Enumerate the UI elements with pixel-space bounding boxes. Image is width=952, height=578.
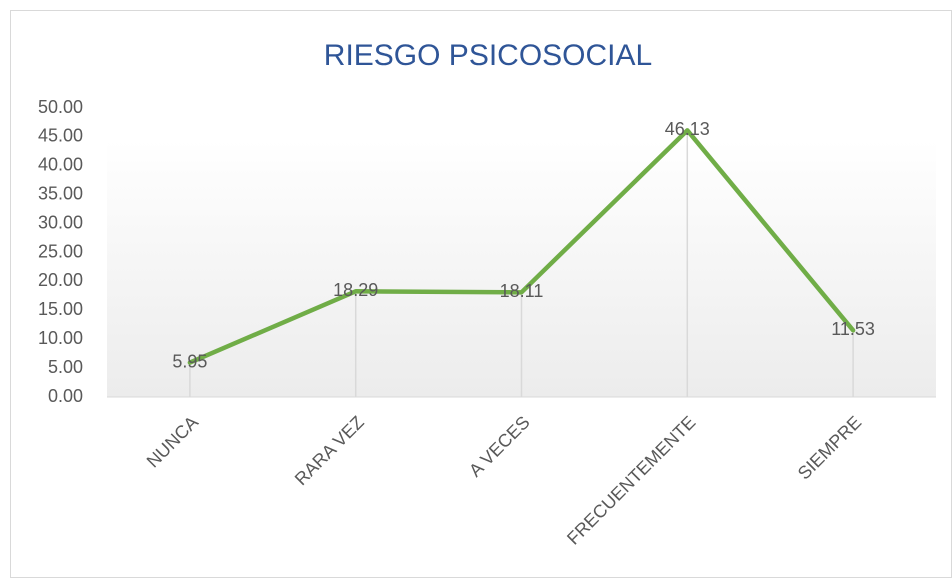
chart-title: RIESGO PSICOSOCIAL <box>324 39 652 72</box>
y-tick-label: 5.00 <box>48 357 83 377</box>
y-tick-label: 10.00 <box>38 328 83 348</box>
y-tick-label: 30.00 <box>38 212 83 232</box>
data-line <box>187 128 856 365</box>
y-tick-label: 20.00 <box>38 270 83 290</box>
y-tick-label: 40.00 <box>38 155 83 175</box>
y-tick-label: 35.00 <box>38 183 83 203</box>
data-label: 46.13 <box>665 119 710 139</box>
y-tick-label: 45.00 <box>38 126 83 146</box>
data-label: 18.29 <box>333 280 378 300</box>
data-label: 11.53 <box>831 319 875 339</box>
y-tick-label: 25.00 <box>38 241 83 261</box>
y-tick-label: 50.00 <box>38 97 83 117</box>
data-label: 18.11 <box>500 281 544 301</box>
y-tick-label: 15.00 <box>38 299 83 319</box>
data-label: 5.95 <box>172 351 207 371</box>
y-tick-label: 0.00 <box>48 386 83 406</box>
